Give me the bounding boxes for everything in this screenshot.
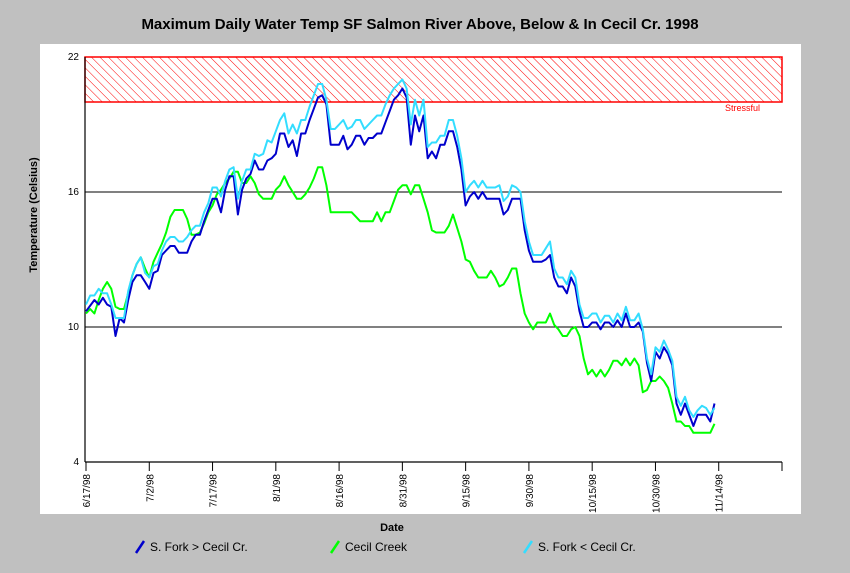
legend-label: S. Fork < Cecil Cr. <box>538 540 636 554</box>
legend-swatch <box>134 540 146 554</box>
x-tick-label: 9/15/98 <box>462 474 473 508</box>
x-tick-label: 6/17/98 <box>82 474 93 508</box>
legend-item: S. Fork > Cecil Cr. <box>134 540 248 554</box>
y-tick-label: 16 <box>68 187 80 198</box>
legend-swatch <box>522 540 534 554</box>
x-tick-label: 7/2/98 <box>145 474 156 502</box>
legend-label: S. Fork > Cecil Cr. <box>150 540 248 554</box>
stressful-band <box>84 56 783 103</box>
series-line <box>85 166 716 434</box>
y-tick-label: 22 <box>68 52 80 63</box>
legend-item: S. Fork < Cecil Cr. <box>522 540 636 554</box>
stressful-label: Stressful <box>725 103 760 113</box>
series-line <box>85 87 716 427</box>
y-tick-labels: 22 16 10 4 <box>68 52 80 468</box>
x-tick-label: 10/15/98 <box>588 474 599 513</box>
series-lines <box>85 78 716 434</box>
axes <box>84 57 782 463</box>
x-tick-label: 7/17/98 <box>209 474 220 508</box>
legend-label: Cecil Creek <box>345 540 408 554</box>
y-tick-label: 4 <box>73 457 79 468</box>
x-tick-label: 9/30/98 <box>525 474 536 508</box>
legend-swatch <box>329 540 341 554</box>
x-tick-label: 11/14/98 <box>715 474 726 513</box>
legend: S. Fork > Cecil Cr. Cecil Creek S. Fork < … <box>134 540 636 554</box>
x-tick-label: 8/1/98 <box>272 474 283 502</box>
grid-lines <box>85 191 782 328</box>
y-axis-label: Temperature (Celsius) <box>28 157 40 273</box>
series-line <box>85 78 716 418</box>
x-tick-labels: 6/17/98 7/2/98 7/17/98 8/1/98 8/16/98 8/31/98… <box>82 462 783 513</box>
stressful-threshold: Stressful <box>84 56 783 113</box>
legend-item: Cecil Creek <box>329 540 408 554</box>
x-tick-label: 8/16/98 <box>335 474 346 508</box>
x-tick-label: 8/31/98 <box>398 474 409 508</box>
y-tick-label: 10 <box>68 322 80 333</box>
chart-title: Maximum Daily Water Temp SF Salmon River… <box>141 16 698 33</box>
x-axis-label: Date <box>380 522 404 534</box>
chart-panel <box>40 44 801 514</box>
x-tick-label: 10/30/98 <box>651 474 662 513</box>
